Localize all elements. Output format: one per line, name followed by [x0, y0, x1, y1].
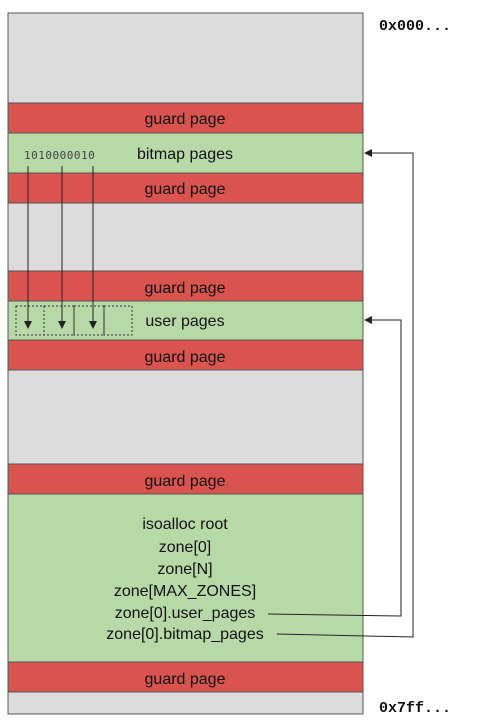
guard-page-1-label: guard page [145, 111, 226, 128]
bitmap-bits: 1010000010 [24, 149, 95, 162]
bitmap-pages-label: bitmap pages [137, 146, 233, 163]
root-line-3: zone[N] [157, 561, 212, 578]
empty-region-bottom [7, 691, 364, 715]
root-line-2: zone[0] [159, 539, 211, 556]
user-pages-pointer-arrow [267, 316, 402, 617]
bottom-address-label: 0x7ff... [379, 700, 451, 717]
user-pages-label: user pages [145, 313, 224, 330]
empty-region-3 [7, 369, 364, 465]
guard-page-4 [7, 339, 364, 371]
guard-page-5-label: guard page [145, 473, 226, 490]
guard-page-6-label: guard page [145, 671, 226, 688]
guard-page-3 [7, 270, 364, 302]
guard-page-2-label: guard page [145, 181, 226, 198]
root-line-4: zone[MAX_ZONES] [114, 583, 256, 600]
root-line-6: zone[0].bitmap_pages [106, 626, 263, 643]
user-chunk-1 [15, 305, 45, 336]
user-chunk-4 [103, 305, 133, 336]
isoalloc-root-region [7, 493, 364, 663]
root-line-1: isoalloc root [142, 516, 228, 533]
top-address-label: 0x000... [379, 18, 451, 35]
guard-page-2 [7, 172, 364, 204]
guard-page-3-label: guard page [145, 280, 226, 297]
user-page-chunks [15, 305, 133, 336]
guard-page-1 [7, 102, 364, 134]
user-chunk-2 [43, 305, 75, 336]
user-chunk-3 [73, 305, 105, 336]
bitmap-pages-region [7, 132, 364, 174]
guard-page-4-label: guard page [145, 349, 226, 366]
empty-region-2 [7, 202, 364, 272]
bitmap-pages-pointer-arrow [276, 149, 414, 638]
root-line-5: zone[0].user_pages [115, 605, 256, 622]
empty-region-top [7, 12, 364, 104]
guard-page-5 [7, 463, 364, 495]
